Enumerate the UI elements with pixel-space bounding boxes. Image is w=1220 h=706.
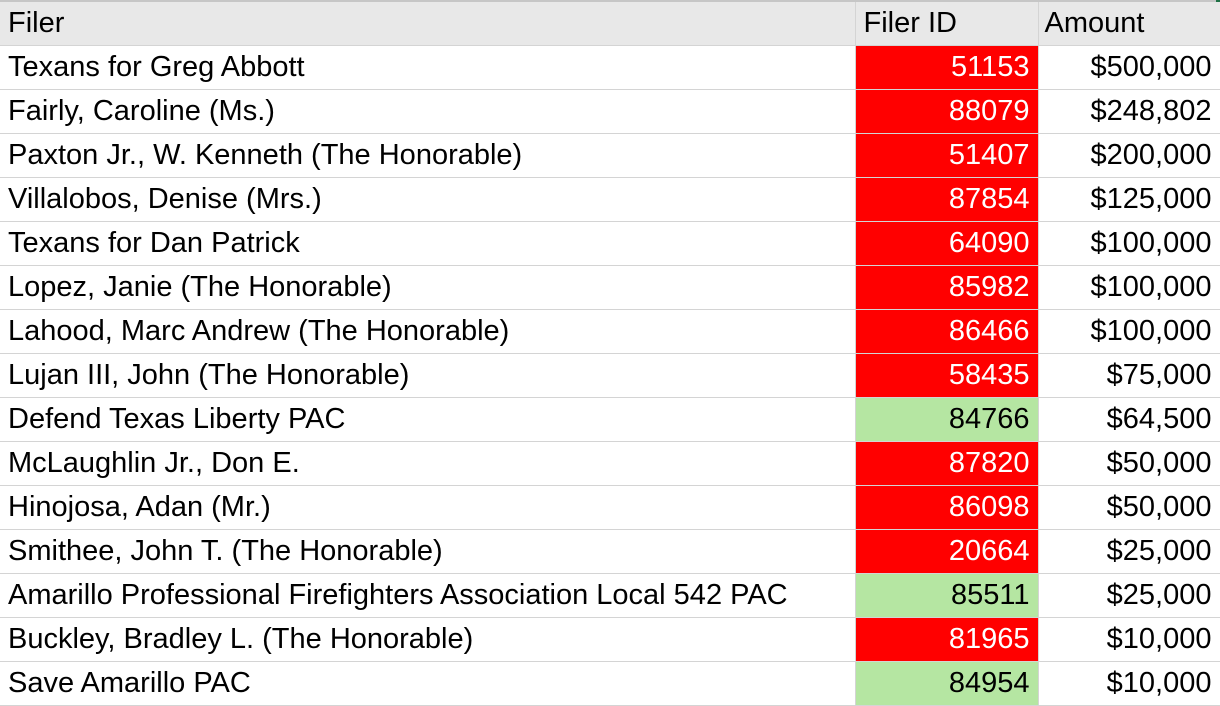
table-row: Save Amarillo PAC 84954 $10,000 [0, 661, 1220, 706]
cell-filer[interactable]: Texans for Greg Abbott [0, 45, 856, 90]
cell-filer[interactable]: Save Amarillo PAC [0, 661, 856, 706]
cell-filer[interactable]: Texans for Dan Patrick [0, 221, 856, 266]
cell-amount[interactable]: $200,000 [1038, 133, 1220, 178]
table-row: Villalobos, Denise (Mrs.) 87854 $125,000 [0, 177, 1220, 222]
cell-filer-id[interactable]: 85982 [855, 265, 1039, 310]
cell-filer-id[interactable]: 84766 [855, 397, 1039, 442]
cell-filer-id[interactable]: 88079 [855, 89, 1039, 134]
cell-amount[interactable]: $10,000 [1038, 661, 1220, 706]
active-cell-accent [1216, 0, 1220, 2]
header-amount[interactable]: Amount [1038, 2, 1220, 46]
table-row: Lujan III, John (The Honorable) 58435 $7… [0, 353, 1220, 398]
cell-filer-id[interactable]: 81965 [855, 617, 1039, 662]
cell-amount[interactable]: $25,000 [1038, 529, 1220, 574]
table-row: Lahood, Marc Andrew (The Honorable) 8646… [0, 309, 1220, 354]
header-filer[interactable]: Filer [0, 2, 856, 46]
cell-filer-id[interactable]: 84954 [855, 661, 1039, 706]
cell-amount[interactable]: $100,000 [1038, 309, 1220, 354]
table-row: Texans for Dan Patrick 64090 $100,000 [0, 221, 1220, 266]
cell-amount[interactable]: $50,000 [1038, 441, 1220, 486]
table-row: Smithee, John T. (The Honorable) 20664 $… [0, 529, 1220, 574]
cell-filer[interactable]: Fairly, Caroline (Ms.) [0, 89, 856, 134]
cell-amount[interactable]: $125,000 [1038, 177, 1220, 222]
cell-filer[interactable]: Lujan III, John (The Honorable) [0, 353, 856, 398]
cell-amount[interactable]: $75,000 [1038, 353, 1220, 398]
cell-filer-id[interactable]: 86466 [855, 309, 1039, 354]
cell-filer[interactable]: Amarillo Professional Firefighters Assoc… [0, 573, 856, 618]
cell-filer-id[interactable]: 87820 [855, 441, 1039, 486]
cell-amount[interactable]: $10,000 [1038, 617, 1220, 662]
cell-amount[interactable]: $64,500 [1038, 397, 1220, 442]
cell-filer-id[interactable]: 51407 [855, 133, 1039, 178]
cell-filer[interactable]: Smithee, John T. (The Honorable) [0, 529, 856, 574]
cell-filer-id[interactable]: 58435 [855, 353, 1039, 398]
cell-amount[interactable]: $25,000 [1038, 573, 1220, 618]
table-row: Defend Texas Liberty PAC 84766 $64,500 [0, 397, 1220, 442]
cell-filer[interactable]: McLaughlin Jr., Don E. [0, 441, 856, 486]
cell-amount[interactable]: $100,000 [1038, 221, 1220, 266]
cell-filer-id[interactable]: 20664 [855, 529, 1039, 574]
table-row: McLaughlin Jr., Don E. 87820 $50,000 [0, 441, 1220, 486]
table-row: Lopez, Janie (The Honorable) 85982 $100,… [0, 265, 1220, 310]
table-row: Hinojosa, Adan (Mr.) 86098 $50,000 [0, 485, 1220, 530]
cell-filer-id[interactable]: 64090 [855, 221, 1039, 266]
cell-filer[interactable]: Defend Texas Liberty PAC [0, 397, 856, 442]
cell-filer[interactable]: Paxton Jr., W. Kenneth (The Honorable) [0, 133, 856, 178]
cell-amount[interactable]: $50,000 [1038, 485, 1220, 530]
cell-filer-id[interactable]: 85511 [855, 573, 1039, 618]
table-row: Buckley, Bradley L. (The Honorable) 8196… [0, 617, 1220, 662]
cell-amount[interactable]: $500,000 [1038, 45, 1220, 90]
table-row: Texans for Greg Abbott 51153 $500,000 [0, 45, 1220, 90]
sheet-top-border [0, 0, 1220, 2]
cell-filer[interactable]: Lahood, Marc Andrew (The Honorable) [0, 309, 856, 354]
table-row: Amarillo Professional Firefighters Assoc… [0, 573, 1220, 618]
cell-filer[interactable]: Villalobos, Denise (Mrs.) [0, 177, 856, 222]
table-row: Fairly, Caroline (Ms.) 88079 $248,802 [0, 89, 1220, 134]
cell-amount[interactable]: $100,000 [1038, 265, 1220, 310]
header-row: Filer Filer ID Amount [0, 2, 1220, 46]
cell-filer-id[interactable]: 86098 [855, 485, 1039, 530]
cell-filer-id[interactable]: 87854 [855, 177, 1039, 222]
header-filer-id[interactable]: Filer ID [855, 2, 1039, 46]
cell-amount[interactable]: $248,802 [1038, 89, 1220, 134]
cell-filer[interactable]: Hinojosa, Adan (Mr.) [0, 485, 856, 530]
table-row: Paxton Jr., W. Kenneth (The Honorable) 5… [0, 133, 1220, 178]
cell-filer-id[interactable]: 51153 [855, 45, 1039, 90]
cell-filer[interactable]: Buckley, Bradley L. (The Honorable) [0, 617, 856, 662]
cell-filer[interactable]: Lopez, Janie (The Honorable) [0, 265, 856, 310]
